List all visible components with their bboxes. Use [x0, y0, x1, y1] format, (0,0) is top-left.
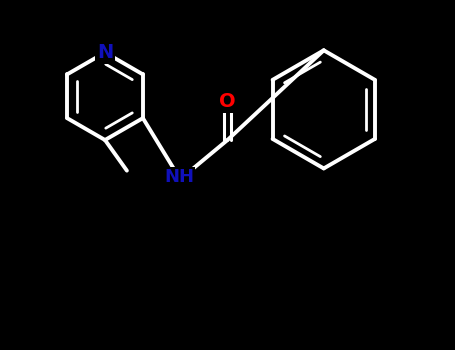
Text: O: O — [219, 92, 236, 111]
Text: NH: NH — [164, 168, 194, 186]
Text: N: N — [97, 43, 113, 62]
